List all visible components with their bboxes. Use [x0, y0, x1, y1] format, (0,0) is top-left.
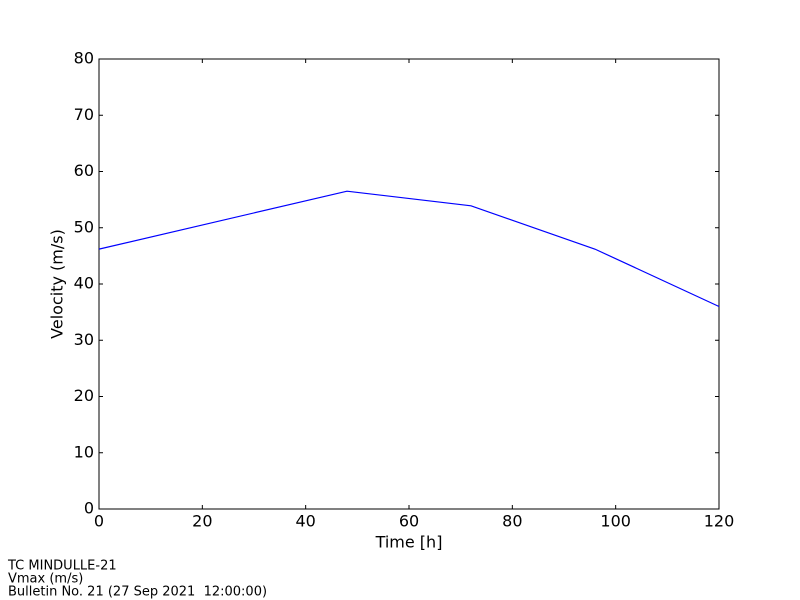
y-tick-label: 60	[74, 161, 94, 180]
data-line	[98, 190, 720, 308]
x-axis-label: Time [h]	[375, 533, 443, 552]
y-tick-label: 10	[74, 442, 94, 461]
y-axis-label: Velocity (m/s)	[48, 229, 67, 339]
y-tick-label: 20	[74, 386, 94, 405]
y-tick-label: 50	[74, 217, 94, 236]
x-tick-label: 100	[600, 512, 631, 531]
x-tick-label: 0	[94, 512, 104, 531]
footer-text: TC MINDULLE-21	[7, 559, 117, 574]
x-tick-label: 60	[399, 512, 419, 531]
y-tick-label: 0	[84, 499, 94, 518]
y-tick-label: 80	[74, 49, 94, 68]
x-tick-label: 20	[192, 512, 212, 531]
y-tick-label: 70	[74, 105, 94, 124]
footer-text: Vmax (m/s)	[8, 572, 83, 587]
x-tick-label: 120	[704, 512, 735, 531]
y-tick-label: 30	[74, 330, 94, 349]
x-tick-label: 80	[502, 512, 522, 531]
x-tick-label: 40	[295, 512, 315, 531]
y-tick-label: 40	[74, 274, 94, 293]
plot-frame	[98, 58, 720, 510]
footer-text: Bulletin No. 21 (27 Sep 2021 12:00:00)	[8, 585, 267, 600]
